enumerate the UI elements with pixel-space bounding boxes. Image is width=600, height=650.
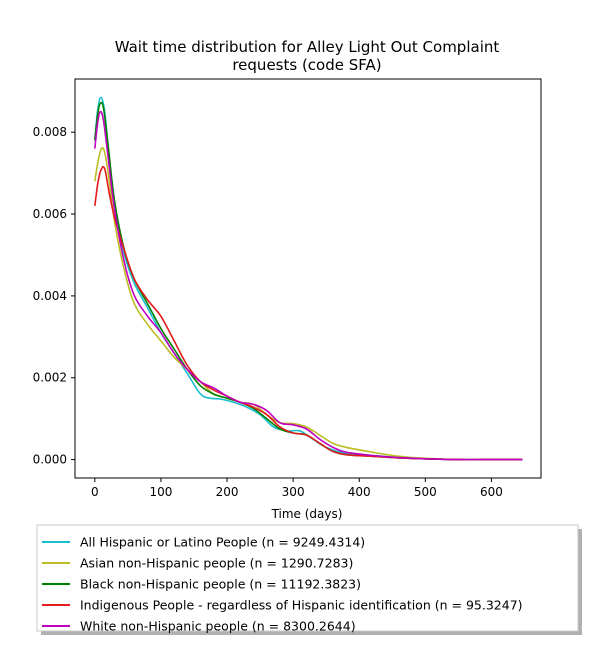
x-tick-label: 600 <box>480 485 503 499</box>
y-tick-label: 0.008 <box>33 125 67 139</box>
series-line-5 <box>94 110 523 461</box>
y-tick-label: 0.006 <box>33 207 67 221</box>
x-axis-label: Time (days) <box>271 507 343 521</box>
y-tick-label: 0.000 <box>33 453 67 467</box>
legend: All Hispanic or Latino People (n = 9249.… <box>36 524 582 635</box>
y-tick-label: 0.002 <box>33 371 67 385</box>
series-line-1 <box>94 96 523 461</box>
x-tick-label: 300 <box>282 485 305 499</box>
x-tick-label: 400 <box>348 485 371 499</box>
legend-box <box>36 524 579 632</box>
chart-title-line-2: requests (code SFA) <box>232 56 381 74</box>
series-line-4 <box>94 165 523 461</box>
legend-label-5: White non-Hispanic people (n = 8300.2644… <box>80 619 356 634</box>
series-line-2 <box>94 147 523 461</box>
x-tick-label: 0 <box>91 485 99 499</box>
x-axis: 0 100 200 300 400 500 600 <box>91 478 503 499</box>
chart-title-line-1: Wait time distribution for Alley Light O… <box>115 38 500 56</box>
plot-area: 0 100 200 300 400 500 600 0.000 0.002 0.004 0.006… <box>33 78 542 499</box>
legend-label-3: Black non-Hispanic people (n = 11192.382… <box>80 577 361 592</box>
series-line-3 <box>94 101 523 461</box>
plot-frame <box>74 78 542 479</box>
y-axis: 0.000 0.002 0.004 0.006 0.008 <box>33 125 75 467</box>
legend-label-4: Indigenous People - regardless of Hispan… <box>80 598 523 613</box>
series-lines <box>94 96 523 461</box>
x-tick-label: 100 <box>149 485 172 499</box>
legend-label-1: All Hispanic or Latino People (n = 9249.… <box>80 535 365 550</box>
y-tick-label: 0.004 <box>33 289 67 303</box>
legend-label-2: Asian non-Hispanic people (n = 1290.7283… <box>80 556 353 571</box>
x-tick-label: 200 <box>216 485 239 499</box>
x-tick-label: 500 <box>414 485 437 499</box>
